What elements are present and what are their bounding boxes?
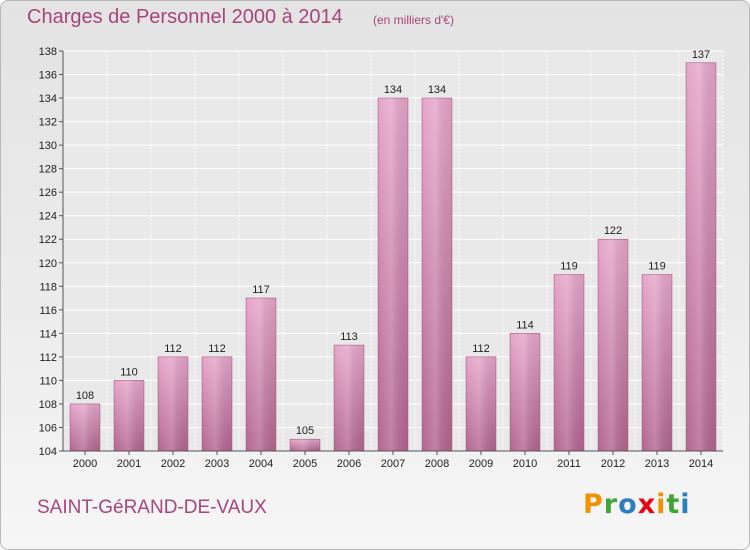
x-tick-label: 2010	[513, 458, 537, 470]
bar-layer: 108 110 112 112 117 105 113 134 134 112 114 119 122 1…	[69, 49, 717, 452]
x-tick-label: 2002	[161, 458, 185, 470]
bar-shine	[598, 239, 628, 451]
bar-shine	[554, 274, 584, 451]
bar-value-label: 110	[120, 366, 138, 378]
axis-layer: 104 106 108 110 112 114 116 118 120 122 124 126 128 1…	[39, 46, 723, 470]
bar-value-label: 134	[428, 84, 446, 96]
bar-shine	[642, 274, 672, 451]
logo-letter: P	[583, 489, 604, 520]
y-tick-label: 106	[39, 422, 57, 434]
bar-shine	[334, 345, 364, 451]
logo-letter: x	[637, 489, 657, 520]
bar-value-label: 137	[692, 49, 710, 61]
bar-value-label: 122	[604, 225, 622, 237]
bar-shine	[378, 98, 408, 451]
y-tick-label: 120	[39, 258, 57, 270]
y-tick-label: 128	[39, 164, 57, 176]
x-tick-label: 2012	[601, 458, 625, 470]
commune-name: SAINT-GéRAND-DE-VAUX	[37, 497, 267, 518]
bar-value-label: 112	[164, 343, 182, 355]
y-tick-label: 112	[39, 352, 57, 364]
bar-shine	[510, 333, 540, 451]
x-tick-label: 2000	[73, 458, 97, 470]
y-tick-label: 138	[39, 46, 57, 58]
bar-shine	[290, 439, 320, 451]
y-tick-label: 134	[39, 93, 57, 105]
x-tick-label: 2013	[645, 458, 669, 470]
y-tick-label: 116	[39, 305, 57, 317]
bar-shine	[422, 98, 452, 451]
x-tick-label: 2003	[205, 458, 229, 470]
unit-note: (en milliers d'€)	[373, 13, 454, 27]
bar-shine	[114, 380, 144, 451]
y-tick-label: 124	[39, 211, 57, 223]
logo-letter: t	[666, 489, 681, 520]
bar-shine	[466, 356, 496, 451]
bar-value-label: 113	[340, 331, 358, 343]
x-tick-label: 2007	[381, 458, 405, 470]
bar-value-label: 105	[296, 425, 314, 437]
bar-shine	[246, 298, 276, 451]
y-tick-label: 126	[39, 187, 57, 199]
bar-value-label: 108	[76, 390, 94, 402]
bar-shine	[202, 356, 232, 451]
y-tick-label: 104	[39, 446, 57, 458]
x-tick-label: 2014	[689, 458, 713, 470]
bar-value-label: 119	[560, 261, 578, 273]
bar-shine	[686, 62, 716, 451]
logo-letter: r	[603, 489, 619, 520]
y-tick-label: 130	[39, 140, 57, 152]
bar-value-label: 114	[516, 319, 534, 331]
y-tick-label: 136	[39, 70, 57, 82]
bar-shine	[158, 356, 188, 451]
logo-letter: o	[618, 489, 638, 520]
y-tick-label: 108	[39, 399, 57, 411]
y-tick-label: 132	[39, 117, 57, 129]
bar-shine	[70, 403, 100, 451]
proxiti-logo: Proxiti	[583, 489, 691, 520]
logo-letter: i	[680, 489, 691, 520]
bar-value-label: 112	[208, 343, 226, 355]
bar-value-label: 112	[472, 343, 490, 355]
bar-value-label: 117	[252, 284, 270, 296]
x-tick-label: 2004	[249, 458, 273, 470]
x-tick-label: 2005	[293, 458, 317, 470]
y-tick-label: 118	[39, 281, 57, 293]
y-tick-label: 114	[39, 328, 57, 340]
x-tick-label: 2001	[117, 458, 141, 470]
logo-letter: i	[656, 489, 667, 520]
x-tick-label: 2011	[557, 458, 581, 470]
bar-value-label: 134	[384, 84, 402, 96]
chart-title: Charges de Personnel 2000 à 2014	[27, 6, 343, 28]
y-tick-label: 110	[39, 375, 57, 387]
bar-value-label: 119	[648, 261, 666, 273]
y-tick-label: 122	[39, 234, 57, 246]
x-tick-label: 2006	[337, 458, 361, 470]
x-tick-label: 2008	[425, 458, 449, 470]
x-tick-label: 2009	[469, 458, 493, 470]
